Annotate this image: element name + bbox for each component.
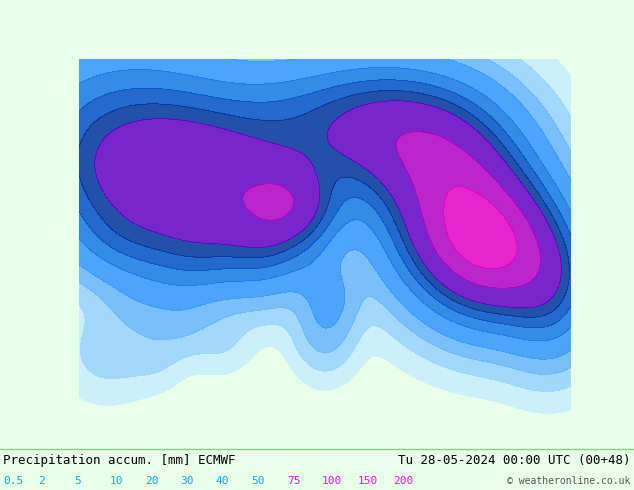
Text: 200: 200 — [393, 476, 413, 486]
Text: 2: 2 — [39, 476, 46, 486]
Text: 75: 75 — [287, 476, 301, 486]
Text: 0.5: 0.5 — [3, 476, 23, 486]
Text: Tu 28-05-2024 00:00 UTC (00+48): Tu 28-05-2024 00:00 UTC (00+48) — [398, 454, 631, 466]
Text: 100: 100 — [322, 476, 342, 486]
Text: 20: 20 — [145, 476, 158, 486]
Text: 40: 40 — [216, 476, 230, 486]
Text: 30: 30 — [181, 476, 194, 486]
Text: 150: 150 — [358, 476, 378, 486]
Text: © weatheronline.co.uk: © weatheronline.co.uk — [507, 476, 631, 486]
Text: 5: 5 — [74, 476, 81, 486]
Text: Precipitation accum. [mm] ECMWF: Precipitation accum. [mm] ECMWF — [3, 454, 236, 466]
Text: 10: 10 — [110, 476, 123, 486]
Text: 50: 50 — [251, 476, 265, 486]
